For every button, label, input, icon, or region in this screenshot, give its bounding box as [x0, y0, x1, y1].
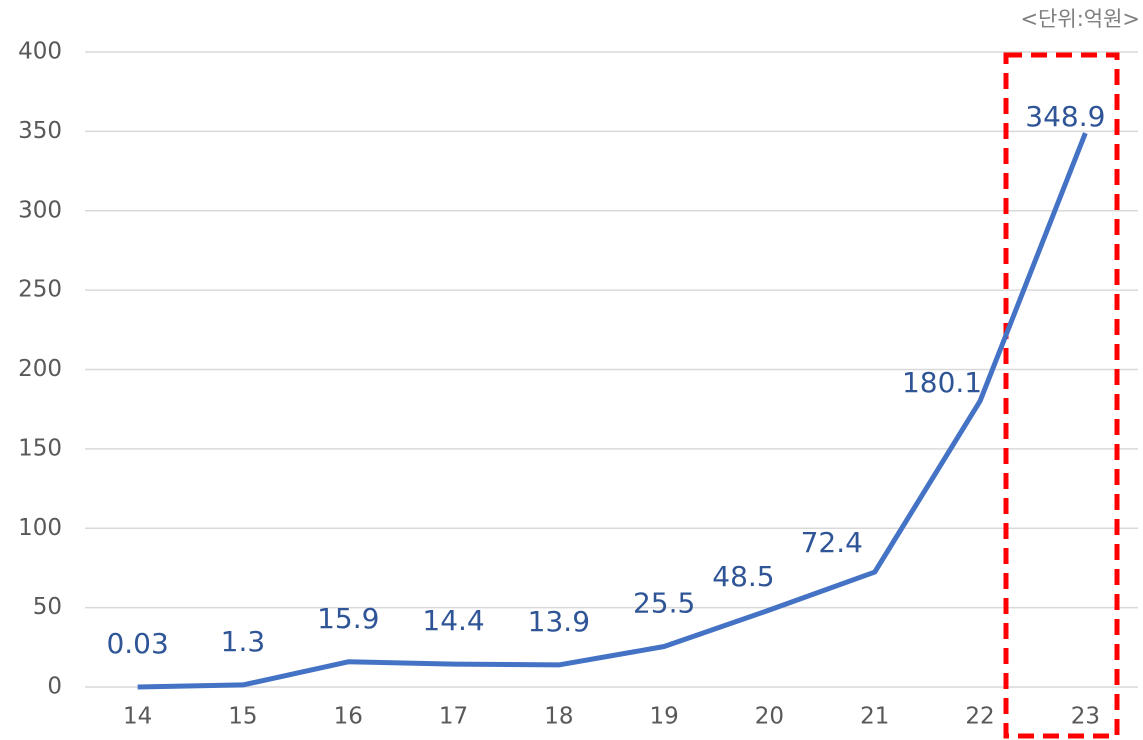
value-label: 1.3 — [221, 625, 266, 658]
x-tick-label: 21 — [860, 704, 889, 730]
x-tick-label: 18 — [544, 704, 573, 730]
y-tick-label: 0 — [47, 674, 62, 700]
y-tick-label: 300 — [18, 197, 62, 223]
value-label: 72.4 — [801, 526, 863, 559]
y-tick-label: 250 — [18, 277, 62, 303]
x-tick-label: 17 — [439, 704, 468, 730]
y-tick-label: 200 — [18, 356, 62, 382]
value-label: 48.5 — [712, 560, 774, 593]
value-label: 14.4 — [422, 604, 484, 637]
value-label: 348.9 — [1025, 100, 1105, 133]
x-tick-label: 22 — [965, 704, 994, 730]
x-tick-label: 16 — [334, 704, 363, 730]
x-tick-label: 20 — [755, 704, 784, 730]
y-tick-label: 400 — [18, 39, 62, 65]
value-label: 25.5 — [633, 587, 695, 620]
unit-label: <단위:억원> — [1020, 7, 1140, 31]
y-tick-label: 150 — [18, 435, 62, 461]
y-tick-label: 350 — [18, 118, 62, 144]
value-label: 0.03 — [106, 627, 168, 660]
x-tick-label: 19 — [650, 704, 679, 730]
value-label: 15.9 — [317, 602, 379, 635]
value-label: 13.9 — [528, 605, 590, 638]
value-label: 180.1 — [902, 366, 982, 399]
data-line — [137, 132, 1088, 690]
y-tick-label: 50 — [33, 594, 62, 620]
x-tick-label: 23 — [1071, 704, 1100, 730]
x-tick-label: 14 — [123, 704, 152, 730]
y-tick-label: 100 — [18, 515, 62, 541]
x-tick-label: 15 — [228, 704, 257, 730]
highlight-box — [1003, 52, 1120, 739]
